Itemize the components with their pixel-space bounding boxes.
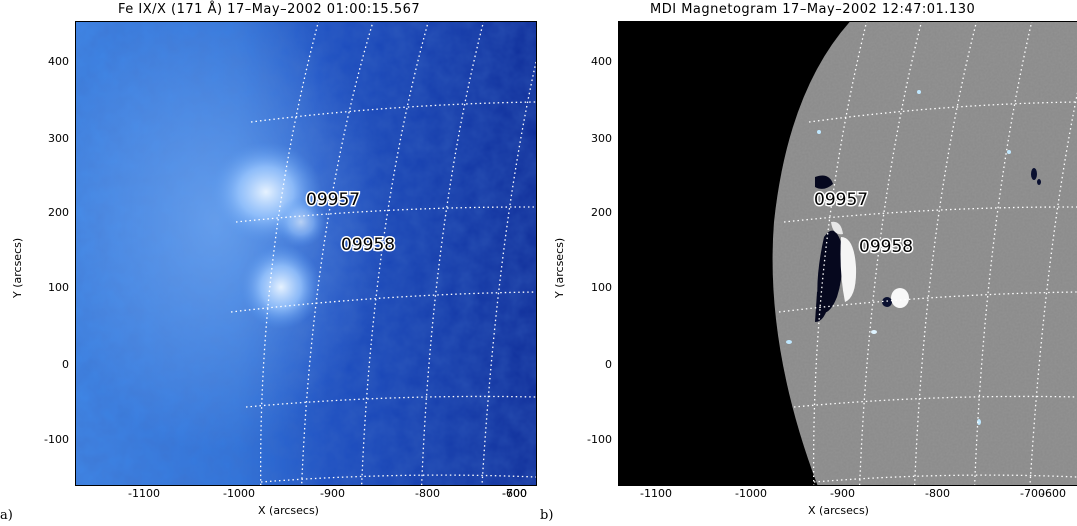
grid-meridian: [859, 22, 923, 485]
panel-b-y-tick: 100: [591, 281, 612, 294]
grid-parallel: [245, 395, 536, 408]
eit-image: 09957 09958: [75, 21, 537, 486]
noaa-region-label: 09958: [341, 235, 395, 255]
panel-b-y-tick: 400: [591, 55, 612, 68]
panel-b-x-tick: -1000: [735, 487, 767, 500]
grid-parallel: [808, 101, 1077, 123]
panel-a-x-tick: -900: [320, 487, 345, 500]
eit-region-labels: 09957 09958: [305, 189, 397, 257]
panel-a-x-tick: -700: [502, 487, 527, 500]
grid-parallel: [235, 206, 536, 223]
panel-b-y-tick: 0: [605, 358, 612, 371]
grid-meridian: [974, 22, 1033, 485]
panel-a-x-tick: -1000: [223, 487, 255, 500]
panel-a-xlabel: X (arcsecs): [258, 504, 319, 517]
panel-a-y-tick: -100: [44, 433, 69, 446]
panel-b-y-tick: -100: [587, 433, 612, 446]
panel-b-x-tick: -800: [925, 487, 950, 500]
panel-a-x-tick: -600: [502, 487, 527, 500]
grid-meridian: [481, 61, 536, 485]
mdi-lat-lon-grid: [778, 22, 1077, 485]
noaa-region-label: 09958: [859, 237, 913, 257]
panel-b-x-tick: -600: [1041, 487, 1066, 500]
panel-b-x-tick: -1100: [640, 487, 672, 500]
eit-lat-lon-grid: [230, 22, 536, 485]
grid-meridian: [260, 22, 320, 485]
grid-meridian: [812, 22, 868, 485]
panel-a-ylabel: Y (arcsecs): [11, 237, 24, 298]
eit-image-svg: 09957 09958: [76, 22, 536, 485]
grid-meridian: [1029, 91, 1077, 485]
panel-b-y-tick: 200: [591, 206, 612, 219]
panel-a-x-tick: -1100: [128, 487, 160, 500]
panel-a-letter: a): [0, 508, 13, 523]
noaa-region-label: 09957: [306, 190, 360, 210]
grid-parallel: [230, 291, 536, 313]
panel-b-xlabel: X (arcsecs): [808, 504, 869, 517]
mdi-image-svg: 09957 09958: [619, 22, 1077, 485]
grid-parallel: [793, 395, 1077, 408]
panel-a-y-tick: 100: [48, 281, 69, 294]
panel-b-y-tick: 300: [591, 132, 612, 145]
mdi-image: 09957 09958: [618, 21, 1077, 486]
grid-meridian: [421, 22, 485, 485]
grid-parallel: [778, 291, 1077, 313]
panel-a-title: Fe IX/X (171 Å) 17–May–2002 01:00:15.567: [118, 2, 421, 17]
panel-a-y-tick: 0: [62, 358, 69, 371]
grid-meridian: [914, 22, 978, 485]
panel-mdi-magnetogram: MDI Magnetogram 17–May–2002 12:47:01.130: [540, 0, 1077, 526]
panel-a-y-tick: 200: [48, 206, 69, 219]
panel-eit-171: Fe IX/X (171 Å) 17–May–2002 01:00:15.567: [0, 0, 538, 526]
panel-a-x-tick: -800: [415, 487, 440, 500]
grid-parallel: [250, 101, 536, 123]
panel-b-x-tick: -700: [1020, 487, 1045, 500]
panel-b-letter: b): [540, 508, 554, 523]
panel-b-title: MDI Magnetogram 17–May–2002 12:47:01.130: [650, 2, 976, 17]
panel-b-ylabel: Y (arcsecs): [553, 237, 566, 298]
panel-a-y-tick: 300: [48, 132, 69, 145]
panel-a-y-tick: 400: [48, 55, 69, 68]
mdi-region-labels: 09957 09958: [813, 189, 915, 259]
panel-b-x-tick: -900: [830, 487, 855, 500]
grid-parallel: [813, 474, 1077, 483]
noaa-region-label: 09957: [814, 190, 868, 210]
